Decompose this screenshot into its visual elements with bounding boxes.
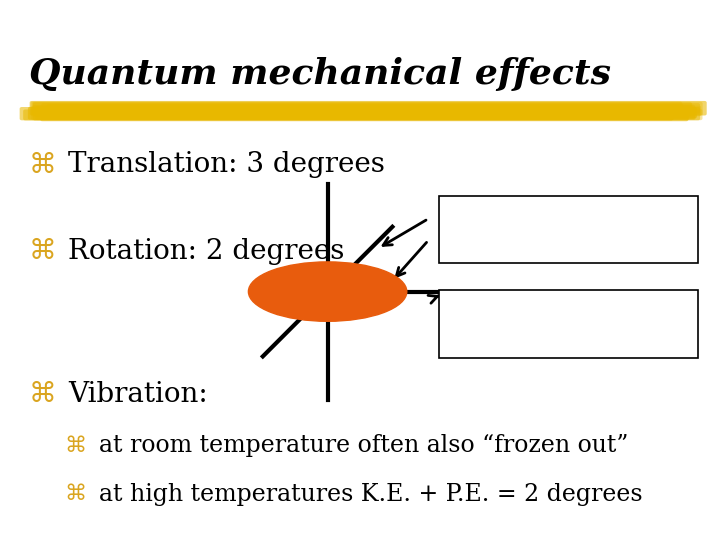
FancyBboxPatch shape (43, 107, 697, 118)
FancyBboxPatch shape (439, 291, 698, 357)
Text: ⌘: ⌘ (65, 435, 87, 456)
FancyBboxPatch shape (30, 102, 682, 115)
FancyBboxPatch shape (48, 104, 683, 116)
FancyBboxPatch shape (439, 195, 698, 263)
Text: Quantum mechanical effects: Quantum mechanical effects (29, 57, 611, 91)
FancyBboxPatch shape (35, 106, 674, 120)
Text: ⌘: ⌘ (29, 380, 57, 408)
FancyBboxPatch shape (30, 101, 707, 116)
FancyBboxPatch shape (32, 102, 703, 116)
FancyBboxPatch shape (40, 111, 688, 122)
FancyBboxPatch shape (28, 107, 696, 119)
Text: ⌘: ⌘ (65, 484, 87, 504)
Text: ⌘: ⌘ (29, 151, 57, 179)
Text: ⌘: ⌘ (29, 237, 57, 265)
FancyBboxPatch shape (33, 110, 673, 120)
FancyBboxPatch shape (32, 105, 692, 116)
Text: Rotation about these
axes imparts energy: Rotation about these axes imparts energy (448, 210, 624, 249)
Ellipse shape (248, 262, 407, 321)
Text: Translation: 3 degrees: Translation: 3 degrees (68, 151, 385, 178)
FancyBboxPatch shape (35, 107, 683, 117)
Text: at high temperatures K.E. + P.E. = 2 degrees: at high temperatures K.E. + P.E. = 2 deg… (99, 483, 643, 505)
FancyBboxPatch shape (46, 105, 695, 119)
Text: Rotation about this
axis is “frozen out”: Rotation about this axis is “frozen out” (448, 305, 609, 343)
FancyBboxPatch shape (41, 103, 700, 113)
FancyBboxPatch shape (31, 106, 701, 116)
Text: at room temperature often also “frozen out”: at room temperature often also “frozen o… (99, 434, 629, 457)
FancyBboxPatch shape (31, 109, 703, 120)
FancyBboxPatch shape (19, 107, 700, 120)
Text: Rotation: 2 degrees: Rotation: 2 degrees (68, 238, 345, 265)
Text: Vibration:: Vibration: (68, 381, 208, 408)
FancyBboxPatch shape (33, 103, 692, 116)
FancyBboxPatch shape (23, 110, 689, 120)
